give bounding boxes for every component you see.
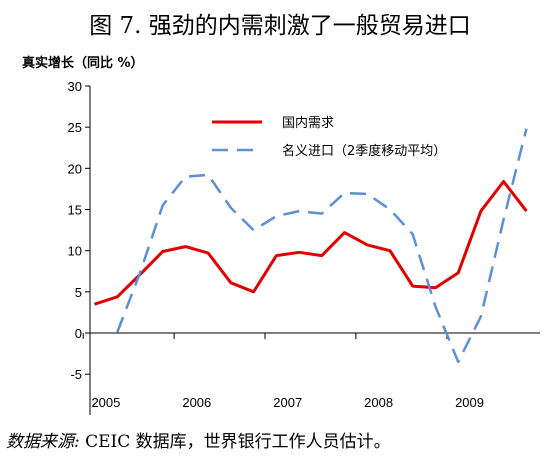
source-lead: 数据来源: <box>6 432 80 452</box>
x-tick-label: 2006 <box>182 395 211 410</box>
y-tick-label: 0 <box>75 326 82 341</box>
y-tick-label: -5 <box>70 367 82 382</box>
y-axis-label: 真实增长（同比 %） <box>22 56 144 71</box>
y-tick-label: 5 <box>75 285 82 300</box>
chart-title: 图 7. 强劲的内需刺激了一般贸易进口 <box>89 13 471 39</box>
x-tick-label: 2005 <box>91 395 120 410</box>
source-note: 数据来源: CEIC 数据库，世界银行工作人员估计。 <box>6 427 391 452</box>
y-tick-label: 10 <box>68 244 82 259</box>
x-tick-label: 2008 <box>364 395 393 410</box>
source-text: CEIC 数据库，世界银行工作人员估计。 <box>85 432 391 452</box>
x-tick-label: 2007 <box>273 395 302 410</box>
y-tick-label: 15 <box>68 203 82 218</box>
series-line-1 <box>94 180 528 306</box>
chart-series <box>94 128 528 364</box>
y-tick-label: 30 <box>68 79 82 94</box>
chart-axes: 30 25 20 15 10 5 0 -5 2005 2006 2007 2008 2009 <box>68 79 540 415</box>
y-tick-label: 25 <box>68 120 82 135</box>
x-tick-label: 2009 <box>455 395 484 410</box>
series-line-2 <box>116 128 528 364</box>
legend-label-2: 名义进口（2季度移动平均） <box>282 143 446 159</box>
legend-label-1: 国内需求 <box>282 115 334 131</box>
y-tick-label: 20 <box>68 161 82 176</box>
